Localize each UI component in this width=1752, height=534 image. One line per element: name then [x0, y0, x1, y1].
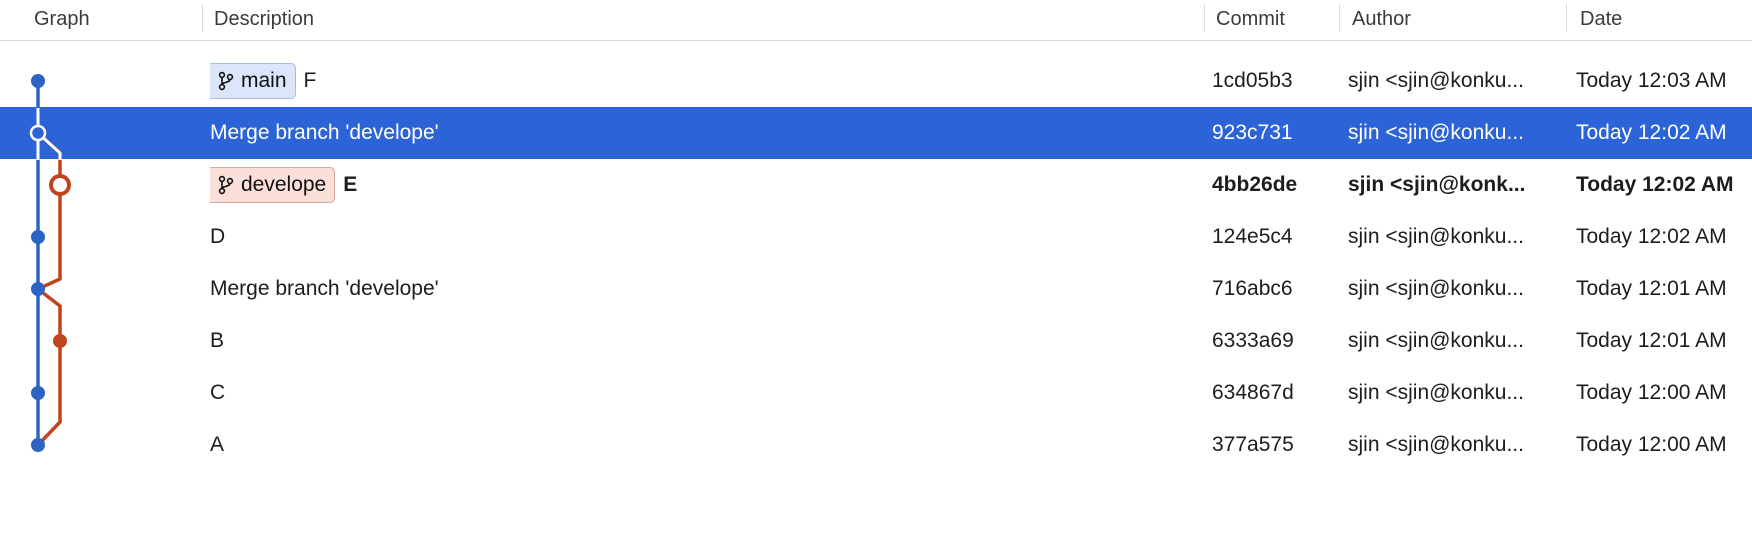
commit-author: sjin <sjin@konku...	[1348, 69, 1524, 92]
commit-hash: 124e5c4	[1212, 225, 1293, 248]
commit-date: Today 12:01 AM	[1576, 329, 1727, 352]
commit-date: Today 12:02 AM	[1576, 173, 1734, 196]
commit-description: C	[210, 367, 1190, 419]
commit-date: Today 12:03 AM	[1576, 69, 1727, 92]
branch-name: main	[241, 69, 287, 92]
commit-graph	[29, 74, 71, 452]
commit-description: A	[210, 419, 1190, 471]
commit-row[interactable]: D 124e5c4 sjin <sjin@konku... Today 12:02 A…	[0, 211, 1752, 263]
branch-name: develope	[241, 173, 327, 196]
commit-hash: 716abc6	[1212, 277, 1293, 300]
graph-column-header[interactable]: Graph	[34, 8, 90, 30]
author-column-header[interactable]: Author	[1352, 8, 1411, 30]
column-divider[interactable]	[1566, 4, 1567, 32]
branch-head-node[interactable]	[49, 174, 71, 196]
develope-branch-line	[37, 185, 62, 291]
commit-description: Merge branch 'develope'	[210, 107, 1190, 159]
commit-description: D	[210, 211, 1190, 263]
commit-description: B	[210, 315, 1190, 367]
merge-commit-node[interactable]	[29, 124, 47, 142]
branch-badge[interactable]: develope	[210, 167, 336, 203]
column-divider[interactable]	[1204, 4, 1205, 32]
commit-message: C	[210, 381, 226, 404]
commit-author: sjin <sjin@konku...	[1348, 277, 1524, 300]
commit-message: Merge branch 'develope'	[210, 277, 439, 300]
commit-hash: 377a575	[1212, 433, 1294, 456]
commit-author: sjin <sjin@konku...	[1348, 329, 1524, 352]
commit-message: E	[343, 173, 358, 196]
commit-message: A	[210, 433, 225, 456]
branch-icon	[218, 175, 234, 195]
commit-row[interactable]: A 377a575 sjin <sjin@konku... Today 12:00 A…	[0, 419, 1752, 471]
commit-hash: 1cd05b3	[1212, 69, 1293, 92]
commit-description: Merge branch 'develope'	[210, 263, 1190, 315]
commit-node[interactable]	[31, 230, 45, 244]
commit-row[interactable]: develope E 4bb26de sjin <sjin@konk... Today …	[0, 159, 1752, 211]
commit-column-header[interactable]: Commit	[1216, 8, 1285, 30]
commit-author: sjin <sjin@konku...	[1348, 225, 1524, 248]
commit-date: Today 12:01 AM	[1576, 277, 1727, 300]
commit-date: Today 12:02 AM	[1576, 121, 1727, 144]
develope-branch-line	[36, 287, 62, 447]
commit-hash: 6333a69	[1212, 329, 1294, 352]
commit-message: B	[210, 329, 225, 352]
commit-description: main F	[210, 55, 1190, 107]
commit-message: F	[303, 69, 317, 92]
commit-node[interactable]	[31, 438, 45, 452]
commit-message: Merge branch 'develope'	[210, 121, 439, 144]
commit-description: develope E	[210, 159, 1190, 211]
commit-node[interactable]	[53, 334, 67, 348]
commit-row[interactable]: main F 1cd05b3 sjin <sjin@konku... Today 12:…	[0, 55, 1752, 107]
commit-date: Today 12:02 AM	[1576, 225, 1727, 248]
column-divider[interactable]	[202, 4, 203, 32]
commit-author: sjin <sjin@konku...	[1348, 433, 1524, 456]
commit-hash: 634867d	[1212, 381, 1294, 404]
develope-branch-line	[36, 131, 62, 160]
column-divider[interactable]	[1339, 4, 1340, 32]
commit-hash: 4bb26de	[1212, 173, 1298, 196]
commit-node[interactable]	[31, 386, 45, 400]
commit-author: sjin <sjin@konku...	[1348, 121, 1524, 144]
date-column-header[interactable]: Date	[1580, 8, 1623, 30]
commit-row[interactable]: Merge branch 'develope' 716abc6 sjin <sjin…	[0, 263, 1752, 315]
commit-hash: 923c731	[1212, 121, 1293, 144]
commit-node[interactable]	[31, 74, 45, 88]
column-header: Graph Description Commit Author Date	[0, 0, 1752, 41]
branch-icon	[218, 71, 234, 91]
commit-date: Today 12:00 AM	[1576, 381, 1727, 404]
branch-badge[interactable]: main	[210, 63, 296, 99]
merge-commit-node[interactable]	[31, 282, 45, 296]
description-column-header[interactable]: Description	[214, 8, 315, 30]
commit-message: D	[210, 225, 226, 248]
commit-row[interactable]: Merge branch 'develope' 923c731 sjin <sjin…	[0, 107, 1752, 159]
commit-date: Today 12:00 AM	[1576, 433, 1727, 456]
commit-row[interactable]: B 6333a69 sjin <sjin@konku... Today 12:01 A…	[0, 315, 1752, 367]
commit-author: sjin <sjin@konku...	[1348, 381, 1524, 404]
commit-author: sjin <sjin@konk...	[1348, 173, 1526, 196]
commit-row[interactable]: C 634867d sjin <sjin@konku... Today 12:00 A…	[0, 367, 1752, 419]
